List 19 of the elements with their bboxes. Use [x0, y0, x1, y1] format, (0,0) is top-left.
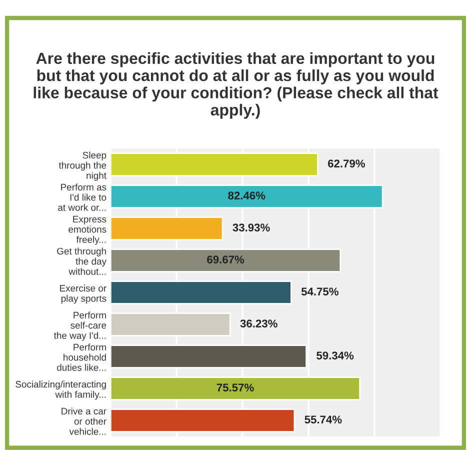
y-tick-label: Socializing/interacting with family...	[16, 380, 106, 400]
y-tick-label: Perform self-care the way I'd...	[54, 312, 106, 341]
data-label: 54.75%	[301, 288, 338, 296]
y-tick-label: Perform as I'd like to at work or...	[58, 184, 106, 211]
data-label: 33.93%	[232, 224, 270, 232]
chart-title: Are there specific activities that are important to you but that you cannot do at all or as fully as you would like because of your condition? (Please check all that apply.)	[34, 52, 438, 119]
y-tick-label: Express emotions freely...	[68, 216, 106, 245]
y-tick-label: Drive a car or other vehicle...	[62, 408, 106, 435]
y-tick-label: Sleep through the night	[58, 152, 106, 181]
y-tick-label: Get through the day without...	[57, 248, 107, 275]
y-tick-label: Exercise or play sports	[60, 284, 106, 304]
data-label: 69.67%	[207, 256, 244, 264]
data-label: 75.57%	[216, 384, 254, 392]
data-label: 55.74%	[304, 416, 342, 424]
data-label: 59.34%	[316, 352, 354, 360]
data-label: 82.46%	[228, 192, 266, 200]
data-label: 36.23%	[240, 320, 278, 328]
data-label: 62.79%	[328, 160, 365, 168]
y-tick-label: Perform household duties like...	[57, 344, 106, 371]
